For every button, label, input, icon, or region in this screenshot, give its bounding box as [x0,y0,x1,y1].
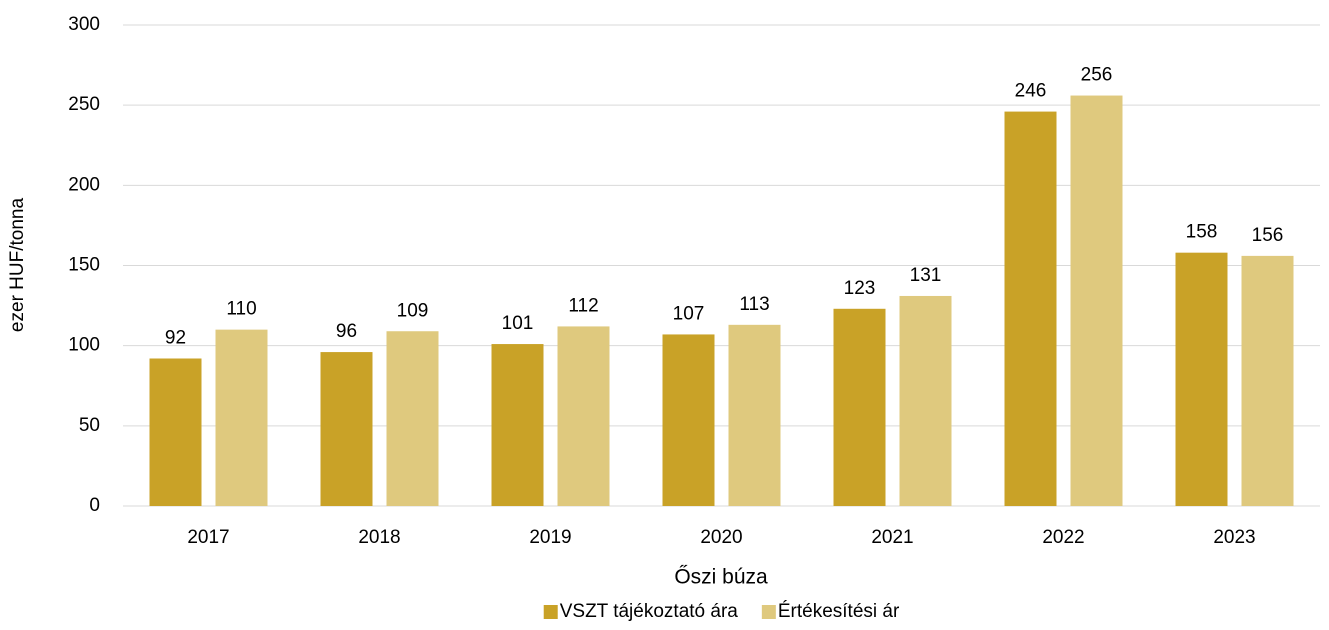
data-label: 112 [568,295,598,316]
data-label: 107 [673,303,705,324]
bar [1241,255,1294,506]
data-label: 158 [1186,222,1218,243]
bar [1175,252,1228,506]
y-tick-label: 250 [68,94,100,115]
data-label: 109 [397,300,429,321]
x-tick-label: 2020 [700,527,742,548]
y-tick-label: 300 [68,14,100,35]
data-label: 256 [1081,65,1113,86]
bar [728,324,781,506]
bar [662,334,715,506]
bar [899,295,952,506]
data-label: 246 [1015,81,1047,102]
bar [386,331,439,506]
legend-swatch [543,605,558,619]
bar [215,329,268,506]
y-axis-label: ezer HUF/tonna [7,198,28,333]
y-tick-label: 200 [68,174,100,195]
y-tick-label: 0 [89,495,100,516]
y-tick-label: 100 [68,335,100,356]
data-label: 92 [165,328,186,349]
x-tick-label: 2021 [871,527,913,548]
data-label: 96 [336,321,357,342]
legend-swatch [761,605,776,619]
legend-label: Értékesítési ár [778,601,900,622]
x-tick-label: 2017 [187,527,229,548]
y-tick-label: 50 [79,415,100,436]
x-tick-label: 2023 [1213,527,1255,548]
bar [149,358,202,506]
bar [491,344,544,506]
x-tick-label: 2022 [1042,527,1084,548]
bar [557,326,610,506]
legend-label: VSZT tájékoztató ára [560,601,739,622]
bar [1070,95,1123,507]
data-label: 131 [910,265,942,286]
data-label: 113 [739,294,769,315]
data-label: 123 [844,278,876,299]
y-tick-label: 150 [68,255,100,276]
bar [320,352,373,506]
data-label: 101 [502,313,534,334]
bar [1004,111,1057,506]
data-label: 156 [1252,225,1284,246]
data-label: 110 [226,299,256,320]
x-tick-label: 2019 [529,527,571,548]
bar [833,308,886,506]
x-axis-label: Őszi búza [674,566,768,589]
x-tick-label: 2018 [358,527,400,548]
